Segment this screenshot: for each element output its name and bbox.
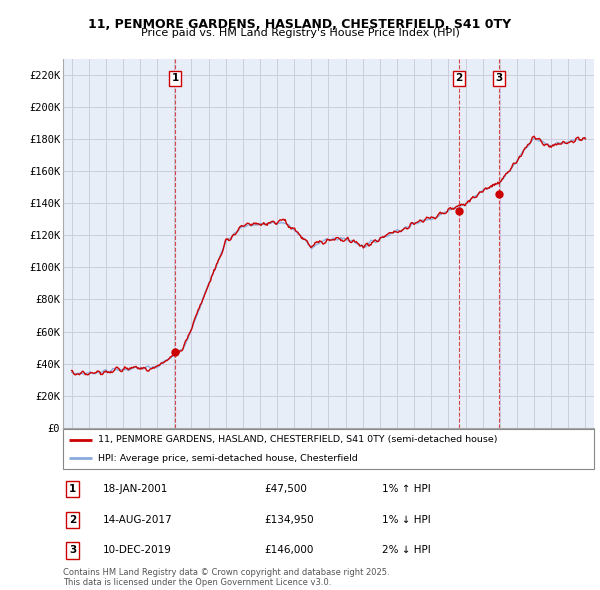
Text: 1: 1 (172, 73, 179, 83)
Text: 11, PENMORE GARDENS, HASLAND, CHESTERFIELD, S41 0TY (semi-detached house): 11, PENMORE GARDENS, HASLAND, CHESTERFIE… (98, 435, 497, 444)
Text: 1% ↑ HPI: 1% ↑ HPI (382, 484, 430, 494)
Text: £47,500: £47,500 (265, 484, 308, 494)
Text: 3: 3 (69, 545, 76, 555)
Text: £134,950: £134,950 (265, 514, 314, 525)
Text: 10-DEC-2019: 10-DEC-2019 (103, 545, 172, 555)
Text: 2% ↓ HPI: 2% ↓ HPI (382, 545, 430, 555)
Text: £146,000: £146,000 (265, 545, 314, 555)
Text: 2: 2 (455, 73, 463, 83)
Text: Price paid vs. HM Land Registry's House Price Index (HPI): Price paid vs. HM Land Registry's House … (140, 28, 460, 38)
Text: 2: 2 (69, 514, 76, 525)
Text: 1: 1 (69, 484, 76, 494)
Text: Contains HM Land Registry data © Crown copyright and database right 2025.
This d: Contains HM Land Registry data © Crown c… (63, 568, 389, 587)
Text: 11, PENMORE GARDENS, HASLAND, CHESTERFIELD, S41 0TY: 11, PENMORE GARDENS, HASLAND, CHESTERFIE… (88, 18, 512, 31)
Text: 14-AUG-2017: 14-AUG-2017 (103, 514, 172, 525)
Text: 18-JAN-2001: 18-JAN-2001 (103, 484, 168, 494)
Text: 1% ↓ HPI: 1% ↓ HPI (382, 514, 430, 525)
Text: HPI: Average price, semi-detached house, Chesterfield: HPI: Average price, semi-detached house,… (98, 454, 357, 463)
Text: 3: 3 (496, 73, 503, 83)
